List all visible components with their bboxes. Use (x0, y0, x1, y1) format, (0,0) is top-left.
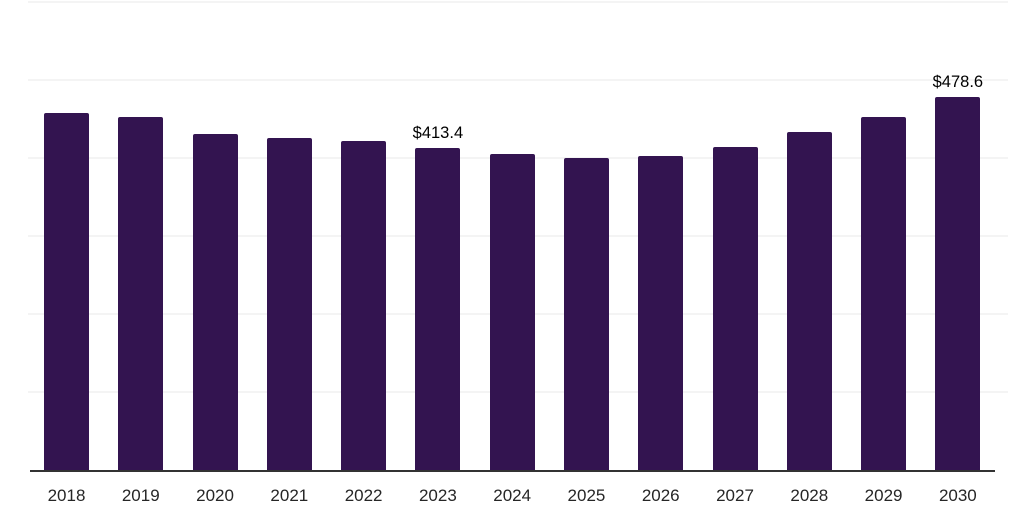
gridline-600 (28, 1, 1008, 3)
bar-2030 (935, 96, 981, 470)
bar-2029 (861, 116, 907, 470)
bar-2028 (786, 132, 832, 470)
x-tick-2018: 2018 (47, 486, 86, 505)
x-tick-2020: 2020 (196, 486, 234, 505)
bar-2023 (415, 147, 461, 470)
bar-2019 (118, 117, 164, 470)
x-tick-2021: 2021 (270, 486, 309, 505)
bar-2026 (638, 156, 684, 470)
x-tick-2029: 2029 (864, 486, 903, 505)
bar-2020 (192, 133, 238, 470)
x-tick-2019: 2019 (121, 486, 160, 505)
bar-2018 (44, 113, 89, 470)
bar-2022 (341, 141, 387, 470)
x-tick-2024: 2024 (493, 486, 532, 505)
gridline-500 (28, 79, 1008, 81)
x-tick-2026: 2026 (641, 486, 680, 505)
x-tick-2023: 2023 (418, 486, 457, 505)
bar-2027 (712, 147, 758, 470)
bar-2025 (563, 158, 609, 470)
x-tick-2025: 2025 (567, 486, 606, 505)
x-axis-line (30, 470, 995, 472)
bar-2024 (489, 154, 535, 470)
x-tick-2027: 2027 (716, 486, 754, 505)
x-tick-2030: 2030 (938, 486, 977, 505)
bar-2021 (266, 138, 312, 470)
data-label-2030: $478.6 (932, 72, 984, 91)
data-label-2023: $413.4 (412, 123, 464, 142)
x-tick-2022: 2022 (344, 486, 383, 505)
x-tick-2028: 2028 (790, 486, 829, 505)
